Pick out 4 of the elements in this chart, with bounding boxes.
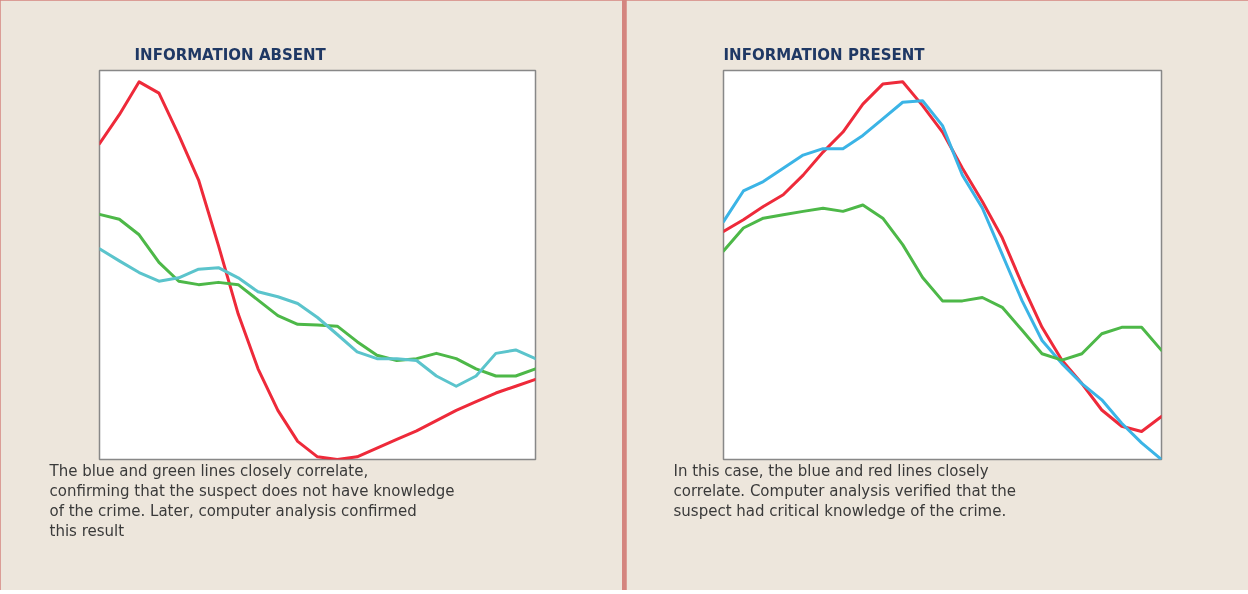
chart-title: INFORMATION ABSENT xyxy=(134,45,327,64)
chart-title: INFORMATION PRESENT xyxy=(723,45,926,64)
text: The blue and green lines closely correlate, confirming that the suspect does not have knowledge of the crime. Later, computer analysis confirmed this result xyxy=(48,461,455,540)
text: In this case, the blue and red lines closely correlate. Computer analysis verified that the suspect had critical knowledge of the crime. xyxy=(673,461,1016,520)
